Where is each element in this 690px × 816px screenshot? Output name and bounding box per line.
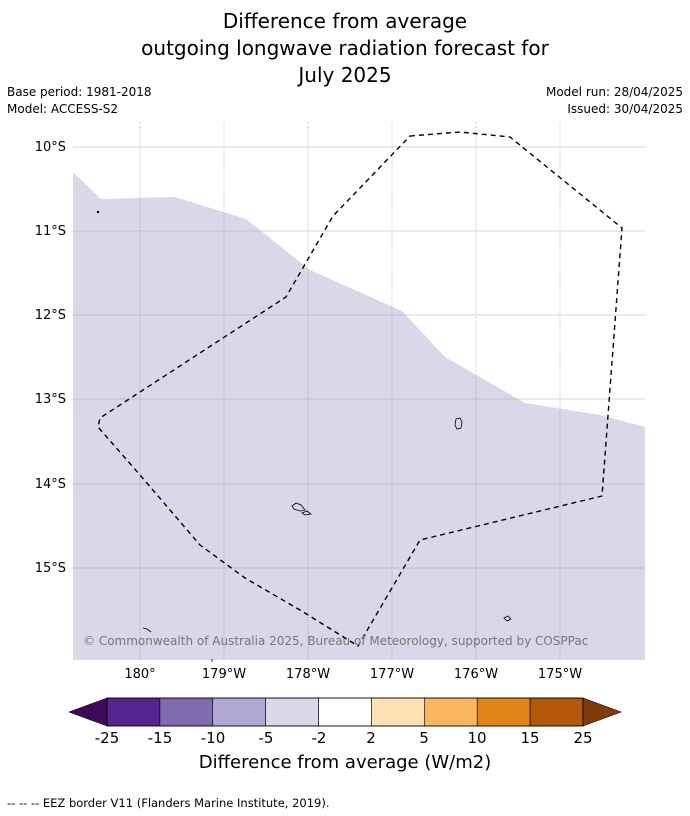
colorbar-segment-7 (424, 697, 478, 727)
colorbar-ticks: -25 -15 -10 -5 -2 2 5 10 15 25 (95, 729, 593, 747)
lon-label-177w: 177°W (370, 667, 414, 682)
island-small-west (142, 627, 152, 633)
base-period: Base period: 1981-2018 (7, 85, 152, 99)
meta-right: Model run: 28/04/2025 Issued: 30/04/2025 (546, 84, 683, 118)
cb-tick-7: 5 (419, 729, 429, 747)
eez-legend-text: EEZ border V11 (Flanders Marine Institut… (42, 796, 330, 810)
lon-label-175w: 175°W (538, 667, 582, 682)
colorbar-segment-4 (265, 697, 319, 727)
lon-label-178w: 178°W (286, 667, 330, 682)
model-name: Model: ACCESS-S2 (7, 102, 119, 116)
lat-label-15s: 15°S (35, 561, 66, 576)
colorbar-segment-5 (318, 697, 372, 727)
title-line-3: July 2025 (298, 63, 392, 87)
island-samoa-savaii (291, 502, 306, 512)
lat-label-13s: 13°S (35, 392, 66, 407)
lat-label-14s: 14°S (35, 477, 66, 492)
meta-left: Base period: 1981-2018 Model: ACCESS-S2 (7, 84, 152, 118)
copyright-text: © Commonwealth of Australia 2025, Bureau… (83, 634, 588, 648)
lon-labels: 180° 179°W 178°W 177°W 176°W 175°W (124, 667, 582, 682)
cb-tick-9: 15 (520, 729, 539, 747)
cb-tick-5: -2 (312, 729, 327, 747)
island-dot-nw (96, 210, 100, 214)
lat-label-10s: 10°S (35, 140, 66, 155)
lat-label-11s: 11°S (35, 224, 66, 239)
colorbar-segment-3 (212, 697, 266, 727)
lon-label-176w: 176°W (454, 667, 498, 682)
chart-title: Difference from average outgoing longwav… (0, 8, 690, 89)
colorbar-outline (106, 697, 584, 727)
lat-labels: 10°S 11°S 12°S 13°S 14°S 15°S (35, 140, 66, 576)
title-line-2: outgoing longwave radiation forecast for (141, 36, 549, 60)
cb-tick-6: 2 (366, 729, 376, 747)
island-small-east (503, 615, 512, 622)
island-wallis (454, 417, 463, 430)
colorbar-extend-high (582, 697, 622, 727)
cb-tick-1: -25 (95, 729, 120, 747)
title-line-1: Difference from average (222, 9, 468, 33)
colorbar-extend-low (68, 697, 108, 727)
footer-legend: -- -- -- EEZ border V11 (Flanders Marine… (7, 796, 330, 810)
colorbar-segment-2 (159, 697, 214, 727)
island-samoa-upolu (301, 510, 312, 516)
eez-border (97, 131, 623, 647)
colorbar-segments (106, 697, 584, 727)
anomaly-region (73, 172, 645, 660)
cb-tick-3: -10 (201, 729, 226, 747)
cb-tick-10: 25 (573, 729, 592, 747)
lon-label-179w: 179°W (202, 667, 246, 682)
lat-label-12s: 12°S (35, 308, 66, 323)
islands (96, 210, 512, 662)
model-run: Model run: 28/04/2025 (545, 85, 683, 99)
cb-tick-2: -15 (148, 729, 173, 747)
cb-tick-4: -5 (259, 729, 274, 747)
issued-date: Issued: 30/04/2025 (567, 102, 683, 116)
colorbar-segment-6 (371, 697, 425, 727)
colorbar-segment-1 (106, 697, 161, 727)
colorbar-segment-8 (476, 697, 531, 727)
eez-legend-symbol: -- -- -- (7, 796, 40, 810)
colorbar-segment-9 (529, 697, 584, 727)
map-panel: © Commonwealth of Australia 2025, Bureau… (73, 122, 645, 662)
colorbar: -25 -15 -10 -5 -2 2 5 10 15 25 (68, 697, 622, 747)
colorbar-title: Difference from average (W/m2) (198, 752, 492, 773)
lon-label-180: 180° (124, 667, 155, 682)
gridlines (73, 122, 645, 660)
cb-tick-8: 10 (467, 729, 486, 747)
